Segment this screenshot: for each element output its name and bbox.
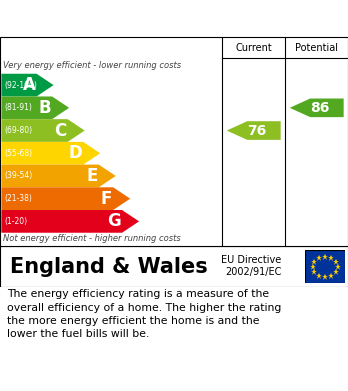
Text: A: A <box>23 76 36 94</box>
Text: Very energy efficient - lower running costs: Very energy efficient - lower running co… <box>3 61 182 70</box>
Text: C: C <box>55 122 67 140</box>
Text: E: E <box>87 167 98 185</box>
Text: (81-91): (81-91) <box>4 103 32 112</box>
Text: Potential: Potential <box>295 43 338 53</box>
Text: (21-38): (21-38) <box>4 194 32 203</box>
Text: (55-68): (55-68) <box>4 149 32 158</box>
Text: The energy efficiency rating is a measure of the
overall efficiency of a home. T: The energy efficiency rating is a measur… <box>7 289 281 339</box>
Polygon shape <box>1 142 100 165</box>
Text: 86: 86 <box>310 101 330 115</box>
Text: 76: 76 <box>247 124 267 138</box>
Text: Current: Current <box>235 43 272 53</box>
Text: (69-80): (69-80) <box>4 126 32 135</box>
Polygon shape <box>227 121 280 140</box>
Polygon shape <box>290 99 343 117</box>
Text: Energy Efficiency Rating: Energy Efficiency Rating <box>10 9 240 28</box>
Text: (92-100): (92-100) <box>4 81 37 90</box>
Text: (39-54): (39-54) <box>4 172 32 181</box>
Text: (1-20): (1-20) <box>4 217 27 226</box>
Polygon shape <box>1 187 130 210</box>
Text: EU Directive
2002/91/EC: EU Directive 2002/91/EC <box>221 255 281 277</box>
Polygon shape <box>1 119 85 142</box>
Text: F: F <box>101 190 112 208</box>
Text: G: G <box>108 212 121 230</box>
Text: England & Wales: England & Wales <box>10 257 208 277</box>
Polygon shape <box>1 210 139 233</box>
Text: Not energy efficient - higher running costs: Not energy efficient - higher running co… <box>3 234 181 243</box>
Text: D: D <box>69 144 82 162</box>
Polygon shape <box>1 74 54 97</box>
Text: B: B <box>39 99 51 117</box>
Polygon shape <box>1 97 69 119</box>
Polygon shape <box>1 165 116 187</box>
